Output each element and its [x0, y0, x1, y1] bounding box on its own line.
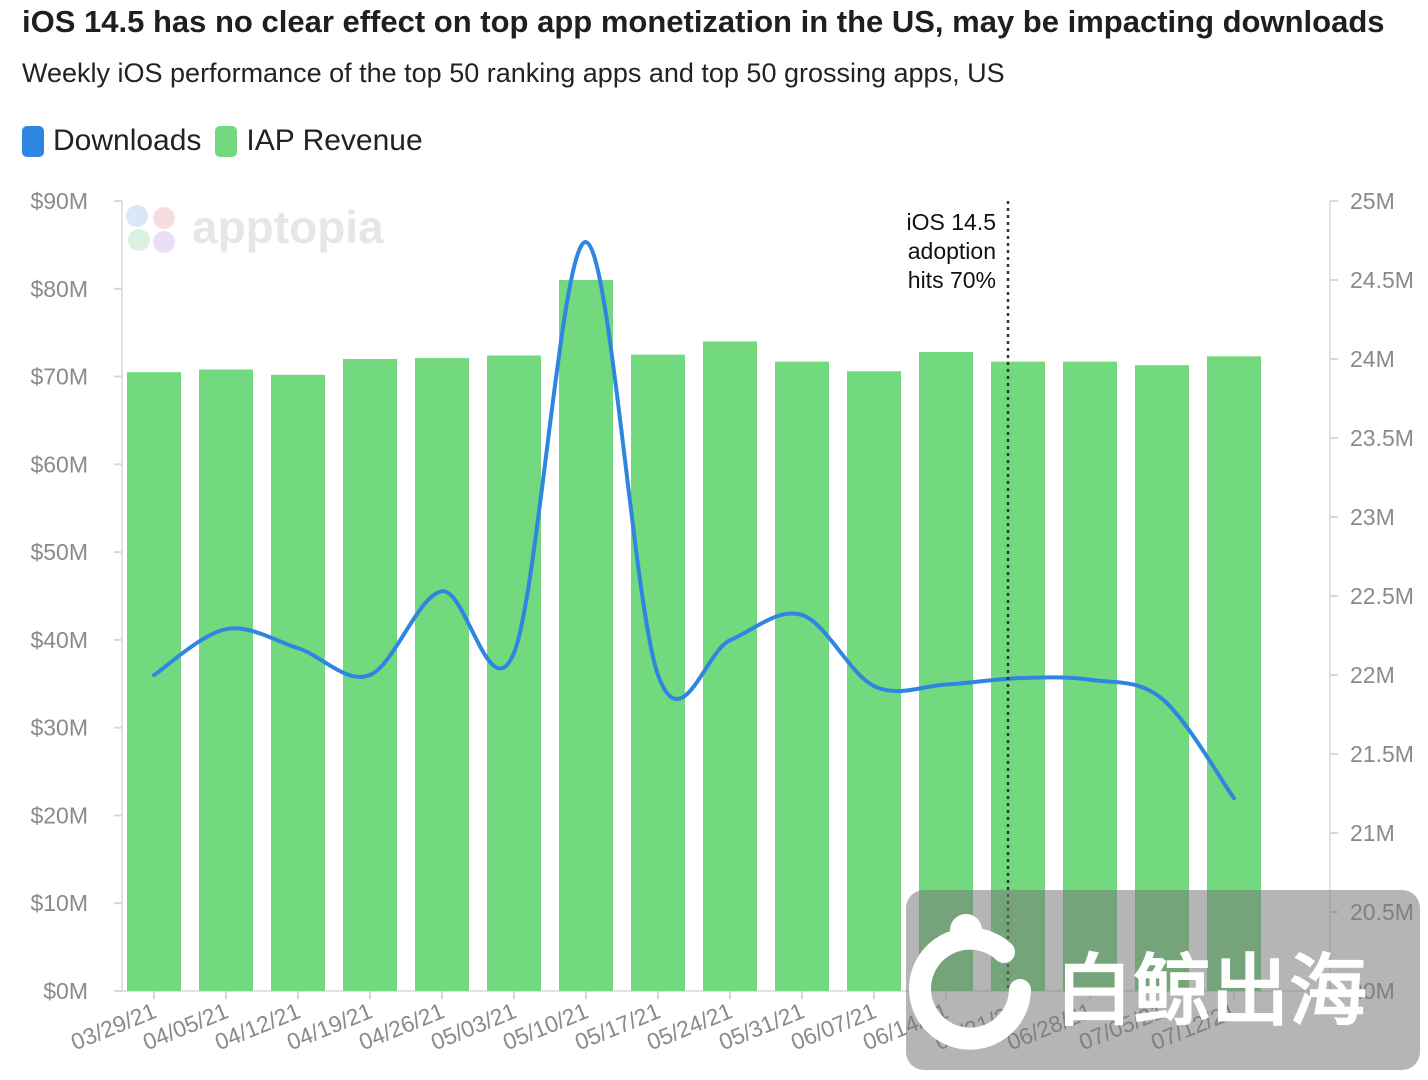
right-tick-label: 24.5M — [1350, 267, 1414, 293]
downloads-line — [152, 240, 1236, 801]
legend-swatch-revenue — [215, 125, 238, 157]
apptopia-watermark: apptopia — [126, 201, 384, 253]
right-tick-label: 23.5M — [1350, 425, 1414, 451]
revenue-bar — [703, 341, 757, 991]
revenue-bar — [127, 372, 181, 992]
left-tick-label: $20M — [30, 802, 88, 828]
revenue-bar — [415, 358, 469, 992]
legend-item-downloads[interactable]: Downloads — [22, 124, 201, 158]
right-tick-label: 21M — [1350, 820, 1395, 846]
right-tick-label: 24M — [1350, 346, 1395, 372]
revenue-bar — [199, 369, 253, 991]
right-axis: 20M20.5M21M21.5M22M22.5M23M23.5M24M24.5M… — [1329, 188, 1414, 1004]
left-tick-label: $0M — [43, 978, 88, 1004]
revenue-bar — [775, 361, 829, 992]
revenue-bar — [271, 374, 325, 991]
annotation-text: iOS 14.5 — [907, 209, 997, 235]
right-tick-label: 23M — [1350, 504, 1395, 530]
left-tick-label: $60M — [30, 451, 88, 477]
chart-title: iOS 14.5 has no clear effect on top app … — [22, 4, 1385, 39]
overlay-text: 白鲸出海 — [1055, 947, 1367, 1035]
revenue-bar — [919, 351, 973, 991]
apptopia-logo-icon — [126, 205, 175, 253]
overlay-badge: 白鲸出海 — [906, 890, 1420, 1070]
revenue-bar — [559, 280, 613, 991]
left-tick-label: $90M — [30, 188, 88, 214]
annotation-text: adoption — [908, 238, 996, 264]
chart-subtitle: Weekly iOS performance of the top 50 ran… — [22, 58, 1005, 88]
legend: Downloads IAP Revenue — [22, 124, 437, 158]
revenue-bar — [1135, 365, 1189, 992]
left-tick-label: $70M — [30, 364, 88, 390]
legend-swatch-downloads — [22, 125, 44, 157]
left-tick-label: $40M — [30, 627, 88, 653]
overlay-logo-icon — [909, 914, 1031, 1050]
right-tick-label: 25M — [1350, 188, 1395, 214]
apptopia-wordmark: apptopia — [192, 201, 384, 253]
legend-label-downloads: Downloads — [53, 124, 202, 157]
legend-item-revenue[interactable]: IAP Revenue — [215, 124, 423, 158]
left-tick-label: $10M — [30, 890, 88, 916]
left-tick-label: $50M — [30, 539, 88, 565]
annotation-text: hits 70% — [908, 267, 996, 293]
right-tick-label: 22.5M — [1350, 583, 1414, 609]
left-tick-label: $30M — [30, 715, 88, 741]
left-tick-label: $80M — [30, 276, 88, 302]
adoption-annotation: iOS 14.5 adoption hits 70% — [907, 201, 1010, 991]
revenue-bars — [127, 280, 1261, 992]
revenue-bar — [847, 371, 901, 991]
right-tick-label: 22M — [1350, 662, 1395, 688]
revenue-bar — [1207, 356, 1261, 991]
right-tick-label: 21.5M — [1350, 741, 1414, 767]
revenue-bar — [487, 355, 541, 991]
legend-label-revenue: IAP Revenue — [246, 124, 423, 157]
